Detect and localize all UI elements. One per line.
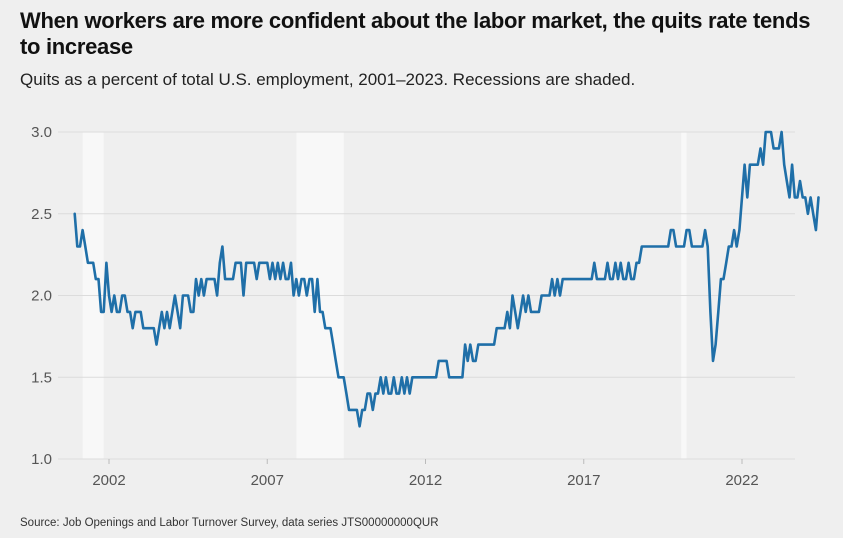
- quits-rate-line: [73, 130, 820, 428]
- y-tick-label: 2.5: [31, 206, 52, 223]
- x-tick-label: 2022: [725, 472, 758, 489]
- x-tick-label: 2012: [409, 472, 442, 489]
- y-tick-label: 3.0: [31, 124, 52, 141]
- y-axis: 1.0 1.5 2.0 2.5 3.0: [31, 124, 52, 468]
- gridlines-group: [58, 131, 795, 460]
- x-tick-label: 2007: [251, 472, 284, 489]
- y-tick-label: 1.5: [31, 369, 52, 386]
- chart-title: When workers are more confident about th…: [20, 8, 811, 59]
- chart-subtitle: Quits as a percent of total U.S. employm…: [20, 70, 636, 89]
- x-tick-label: 2002: [92, 472, 125, 489]
- x-axis: 2002 2007 2012 2017 2022: [92, 459, 759, 489]
- x-tick-label: 2017: [567, 472, 600, 489]
- y-tick-label: 1.0: [31, 451, 52, 468]
- y-tick-label: 2.0: [31, 288, 52, 305]
- quits-rate-chart: 1.0 1.5 2.0 2.5 3.0 2002 2007 2012 2017 2022: [31, 124, 820, 489]
- source-note: Source: Job Openings and Labor Turnover …: [20, 517, 439, 529]
